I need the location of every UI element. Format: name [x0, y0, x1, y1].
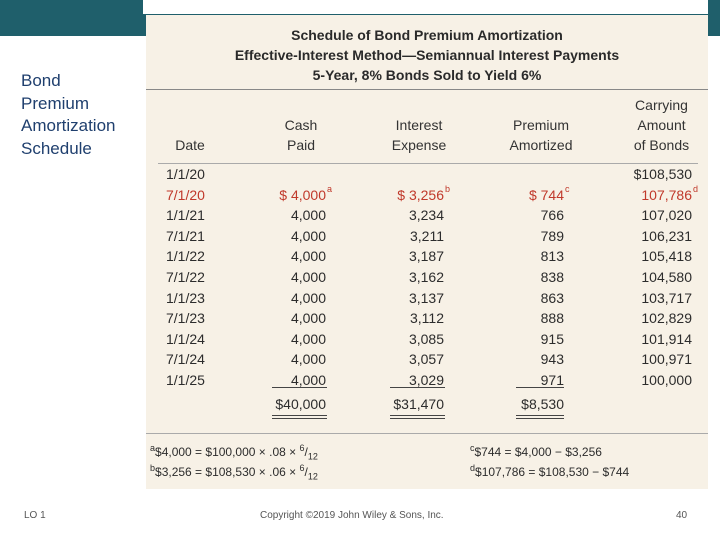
divider	[146, 89, 708, 90]
cell-date: 7/1/23	[166, 310, 205, 327]
footnote-a: a$4,000 = $100,000 × .08 × 6/12	[150, 443, 318, 462]
double-rule	[516, 418, 564, 419]
cell-date: 7/1/22	[166, 269, 205, 285]
cell-carrying-amount: 107,020	[641, 207, 692, 224]
cell-cash-paid: 4,000	[290, 310, 326, 327]
cell-date: 1/1/22	[166, 248, 205, 265]
cell-cash-paid: 4,000	[290, 227, 326, 244]
cell-cash-paid: 4,000	[290, 248, 326, 265]
cell-date: 7/1/24	[166, 351, 205, 368]
slide-title-line: Schedule	[21, 138, 92, 158]
footnote-mark: b	[445, 183, 451, 194]
double-rule	[272, 415, 327, 416]
table-title: Schedule of Bond Premium Amortization	[291, 27, 563, 43]
cell-interest-expense: $ 3,256	[397, 186, 444, 203]
cell-date: 1/1/24	[166, 330, 205, 347]
col-header-interest: Interest Expense	[391, 117, 447, 153]
cell-date: 7/1/20	[166, 186, 205, 203]
double-rule	[272, 418, 327, 419]
sum-rule	[390, 387, 445, 388]
cell-carrying-amount: 100,971	[641, 351, 692, 368]
double-rule	[390, 418, 445, 419]
slide-title: Bond Premium Amortization Schedule	[21, 70, 141, 160]
cell-premium-amortized: 766	[540, 207, 564, 224]
cell-carrying-amount: 106,231	[641, 227, 692, 244]
cell-interest-expense: 3,234	[408, 207, 444, 224]
cell-cash-paid: 4,000	[290, 372, 326, 388]
cell-cash-paid: $ 4,000	[279, 186, 326, 203]
cell-interest-expense: 3,211	[410, 227, 444, 244]
learning-objective: LO 1	[24, 510, 46, 521]
cell-interest-expense: 3,162	[408, 269, 444, 285]
cell-premium-amortized: 789	[540, 227, 564, 244]
schedule-table: Schedule of Bond Premium Amortization Ef…	[146, 15, 708, 489]
cell-interest-expense: 3,187	[408, 248, 444, 265]
cell-interest-expense: 3,085	[408, 330, 444, 347]
cell-carrying-amount: 103,717	[641, 289, 692, 306]
cell-date: 1/1/20	[166, 166, 205, 182]
cell-premium-amortized: 915	[540, 330, 564, 347]
cell-carrying-amount: 102,829	[641, 310, 692, 327]
cell-date: 7/1/21	[166, 227, 205, 244]
cell-date: 1/1/23	[166, 289, 205, 306]
total-premium: $8,530	[521, 396, 564, 412]
divider	[146, 433, 708, 434]
cell-carrying-amount: 105,418	[641, 248, 692, 265]
cell-premium-amortized: 863	[540, 289, 564, 306]
table-subtitle-2: 5-Year, 8% Bonds Sold to Yield 6%	[312, 67, 542, 83]
double-rule	[390, 415, 445, 416]
cell-premium-amortized: 888	[540, 310, 564, 327]
footnote-d: d$107,786 = $108,530 − $744	[470, 463, 630, 479]
cell-premium-amortized: 943	[540, 351, 564, 368]
cell-premium-amortized: $ 744	[528, 186, 564, 203]
cell-interest-expense: 3,057	[408, 351, 444, 368]
cell-date: 1/1/21	[166, 207, 205, 224]
total-interest: $31,470	[393, 396, 444, 412]
cell-date: 1/1/25	[166, 372, 205, 388]
cell-carrying-amount: $108,530	[633, 166, 692, 182]
slide-title-line: Premium	[21, 93, 90, 113]
cell-cash-paid: 4,000	[290, 351, 326, 368]
cell-premium-amortized: 838	[540, 269, 564, 285]
slide-title-line: Amortization	[21, 116, 116, 135]
cell-cash-paid: 4,000	[290, 207, 326, 224]
cell-interest-expense: 3,137	[408, 289, 444, 306]
sum-rule	[272, 387, 327, 388]
cell-carrying-amount: 104,580	[641, 269, 692, 285]
cell-premium-amortized: 813	[540, 248, 564, 265]
sum-rule	[516, 387, 564, 388]
double-rule	[516, 415, 564, 416]
cell-carrying-amount: 101,914	[641, 330, 692, 347]
cell-cash-paid: 4,000	[290, 330, 326, 347]
col-header-carrying: Carrying Amount of Bonds	[633, 97, 690, 153]
copyright: Copyright ©2019 John Wiley & Sons, Inc.	[260, 510, 444, 521]
footnote-c: c$744 = $4,000 − $3,256	[470, 443, 602, 459]
cell-interest-expense: 3,029	[408, 372, 444, 388]
slide-title-line: Bond	[21, 71, 61, 90]
cell-cash-paid: 4,000	[290, 269, 326, 285]
col-header-premium: Premium Amortized	[509, 117, 573, 153]
header-notch	[143, 0, 708, 14]
footnote-mark: a	[327, 183, 333, 194]
page-number: 40	[676, 510, 688, 521]
cell-cash-paid: 4,000	[290, 289, 326, 306]
footnote-b: b$3,256 = $108,530 × .06 × 6/12	[150, 463, 318, 482]
footnote-mark: c	[565, 183, 570, 194]
table-subtitle: Effective-Interest Method—Semiannual Int…	[234, 47, 620, 63]
cell-interest-expense: 3,112	[410, 310, 444, 327]
cell-premium-amortized: 971	[540, 372, 564, 388]
cell-carrying-amount: 100,000	[641, 372, 692, 388]
col-header-cash: Cash Paid	[284, 117, 318, 153]
footnote-mark: d	[693, 183, 699, 194]
col-header-date: Date	[175, 137, 205, 153]
divider	[158, 163, 698, 164]
cell-carrying-amount: 107,786	[641, 186, 692, 203]
total-cash: $40,000	[275, 396, 326, 412]
